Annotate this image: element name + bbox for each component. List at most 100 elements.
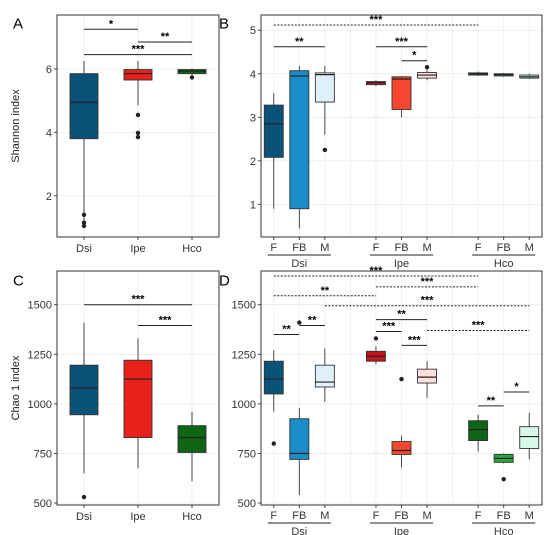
box-body: [69, 73, 99, 140]
x-tick-label: M: [525, 510, 534, 522]
box-outlier: [297, 320, 302, 325]
panel-a: [54, 14, 220, 240]
panel-label: B: [219, 15, 229, 32]
significance-label: *: [109, 18, 114, 30]
y-tick-label: 4: [46, 127, 52, 139]
box-outlier: [135, 112, 141, 118]
box-body: [289, 418, 310, 460]
panel-label: A: [13, 15, 23, 32]
y-tick-label: 1500: [232, 300, 256, 312]
x-tick-label: FB: [497, 242, 511, 254]
y-tick-label: 1250: [232, 349, 256, 361]
significance-label: **: [308, 315, 317, 327]
y-tick-label: 1000: [28, 399, 52, 411]
x-tick-label: F: [270, 510, 277, 522]
x-tick-label: Hco: [182, 511, 202, 523]
box-body: [289, 70, 310, 210]
box-body: [417, 368, 437, 384]
box-outlier: [322, 147, 328, 153]
box-outlier: [501, 477, 506, 482]
box-body: [468, 420, 489, 442]
box-outlier: [424, 65, 430, 70]
x-tick-label: Ipe: [130, 243, 145, 255]
box-body: [366, 81, 386, 86]
panel-c: [54, 270, 220, 508]
significance-label: **: [487, 395, 496, 407]
significance-label: ***: [421, 295, 435, 307]
significance-label: **: [397, 309, 406, 321]
significance-label: ***: [395, 36, 409, 48]
significance-label: ***: [132, 294, 146, 306]
box-outlier: [271, 441, 276, 446]
x-tick-label: F: [475, 510, 482, 522]
significance-label: ***: [382, 320, 396, 332]
y-tick-label: 1500: [28, 300, 52, 312]
significance-label: ***: [370, 14, 384, 26]
box-body: [263, 104, 284, 158]
y-tick-label: 500: [238, 498, 256, 510]
box-body: [123, 359, 153, 439]
x-tick-label: F: [270, 242, 277, 254]
y-tick-label: 750: [238, 448, 256, 460]
significance-label: *: [514, 381, 519, 393]
group-label: Ipe: [394, 526, 409, 535]
y-tick-label: 500: [34, 498, 52, 510]
significance-label: ***: [421, 276, 435, 288]
box-outlier: [373, 336, 379, 341]
x-tick-label: FB: [497, 510, 511, 522]
significance-label: ***: [132, 44, 146, 56]
group-label: Dsi: [291, 526, 307, 535]
panel-label: C: [13, 272, 24, 289]
box-body: [314, 364, 335, 388]
panel-b: [258, 14, 543, 256]
box-body: [391, 441, 412, 455]
x-tick-label: M: [320, 242, 329, 254]
group-label: Hco: [494, 526, 514, 535]
y-axis-title: Chao 1 index: [10, 355, 22, 420]
box-outlier: [81, 220, 87, 225]
group-label: Ipe: [394, 258, 409, 270]
significance-label: **: [282, 323, 291, 335]
x-tick-label: F: [373, 510, 380, 522]
x-tick-label: Hco: [182, 243, 202, 255]
y-tick-label: 6: [46, 64, 52, 76]
y-tick-label: 1: [250, 199, 256, 211]
y-tick-label: 1000: [232, 399, 256, 411]
box-outlier: [135, 130, 141, 136]
x-tick-label: F: [475, 242, 482, 254]
significance-label: *: [412, 50, 417, 62]
y-tick-label: 750: [34, 448, 52, 460]
box-outlier: [81, 223, 87, 229]
x-tick-label: Dsi: [76, 243, 92, 255]
significance-label: **: [161, 31, 170, 43]
significance-label: ***: [472, 319, 486, 331]
panel-d: [258, 270, 543, 524]
y-tick-label: 3: [250, 112, 256, 124]
x-tick-label: FB: [394, 242, 408, 254]
x-tick-label: Dsi: [76, 511, 92, 523]
y-tick-label: 2: [250, 156, 256, 168]
box-outlier: [399, 376, 404, 382]
box-body: [391, 76, 412, 110]
y-axis-title: Shannon index: [10, 89, 22, 163]
box-outlier: [189, 75, 195, 80]
box-body: [519, 426, 540, 449]
x-tick-label: Ipe: [130, 511, 145, 523]
box-outlier: [135, 134, 141, 140]
y-tick-label: 5: [250, 25, 256, 37]
significance-label: ***: [159, 315, 173, 327]
x-tick-label: M: [525, 242, 534, 254]
significance-label: ***: [370, 265, 384, 277]
box-body: [314, 72, 335, 103]
panel-label: D: [219, 272, 230, 289]
x-tick-label: M: [422, 510, 431, 522]
significance-label: **: [295, 36, 304, 48]
box-body: [263, 360, 284, 395]
x-tick-label: F: [373, 242, 380, 254]
x-tick-label: M: [422, 242, 431, 254]
group-label: Hco: [494, 258, 514, 270]
box-body: [123, 69, 153, 81]
x-tick-label: M: [320, 510, 329, 522]
y-tick-label: 4: [250, 69, 256, 81]
